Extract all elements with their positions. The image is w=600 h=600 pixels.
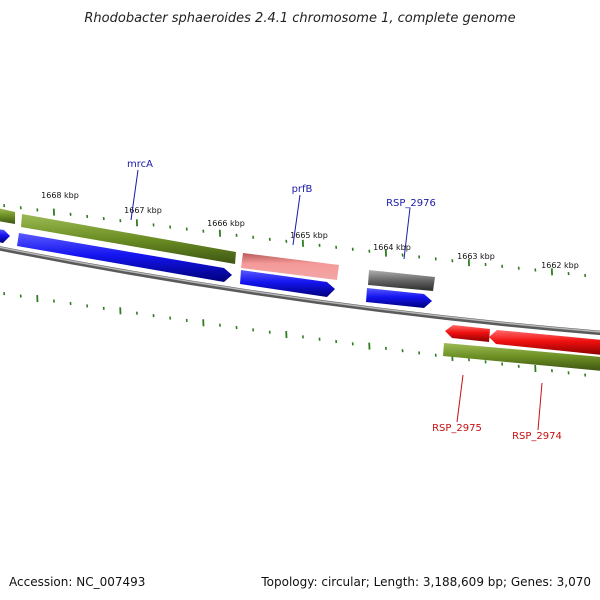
ruler-label-1665: 1665 kbp [290,231,328,240]
leader-rsp2974 [537,382,543,431]
gene-box-mrcA[interactable] [21,214,236,264]
cds-forward-track [0,229,432,308]
cds-reverse-track [445,325,600,355]
gene-label-mrcA[interactable]: mrcA [127,159,153,170]
cds-arrow-rsp2976[interactable] [366,288,432,308]
ruler-label-1662: 1662 kbp [541,261,579,270]
gene-box-track [0,208,600,371]
summary-text: Topology: circular; Length: 3,188,609 bp… [260,575,591,589]
ruler-labels: 1668 kbp 1667 kbp 1666 kbp 1665 kbp 1664… [41,191,579,270]
gene-box-rsp2975-2974[interactable] [443,343,600,371]
gene-label-prfB[interactable]: prfB [292,184,313,195]
gene-labels: mrcA prfB RSP_2976 RSP_2975 RSP_2974 [127,159,562,442]
cds-arrow-rsp2975[interactable] [445,325,490,342]
leader-rsp2975 [456,374,464,423]
pseudo-feature-rsp2976[interactable] [368,270,435,291]
leader-mrcA [130,169,139,221]
leader-prfB [292,194,301,246]
cds-arrow-rsp2974[interactable] [489,330,600,355]
accession-text: Accession: NC_007493 [9,575,145,589]
backbone-line [0,246,600,336]
ruler-ticks-outer [3,203,587,277]
feature-track [241,253,435,291]
rna-feature-prfB[interactable] [241,253,339,280]
ruler-label-1666: 1666 kbp [207,219,245,228]
map-title: Rhodobacter sphaeroides 2.4.1 chromosome… [84,11,515,26]
ruler-label-1668: 1668 kbp [41,191,79,200]
ruler-label-1663: 1663 kbp [457,252,495,261]
ruler-label-1664: 1664 kbp [373,243,411,252]
label-leaders [130,169,543,431]
gene-label-rsp2974[interactable]: RSP_2974 [512,431,562,442]
ruler-label-1667: 1667 kbp [124,206,162,215]
cds-arrow-partial-left[interactable] [0,229,10,243]
gene-label-rsp2976[interactable]: RSP_2976 [386,198,436,209]
cds-arrow-mrcA[interactable] [17,233,232,282]
leader-rsp2976 [403,207,411,260]
gene-box-partial-left[interactable] [0,208,15,224]
gene-label-rsp2975[interactable]: RSP_2975 [432,423,482,434]
cds-arrow-prfB[interactable] [240,270,335,297]
